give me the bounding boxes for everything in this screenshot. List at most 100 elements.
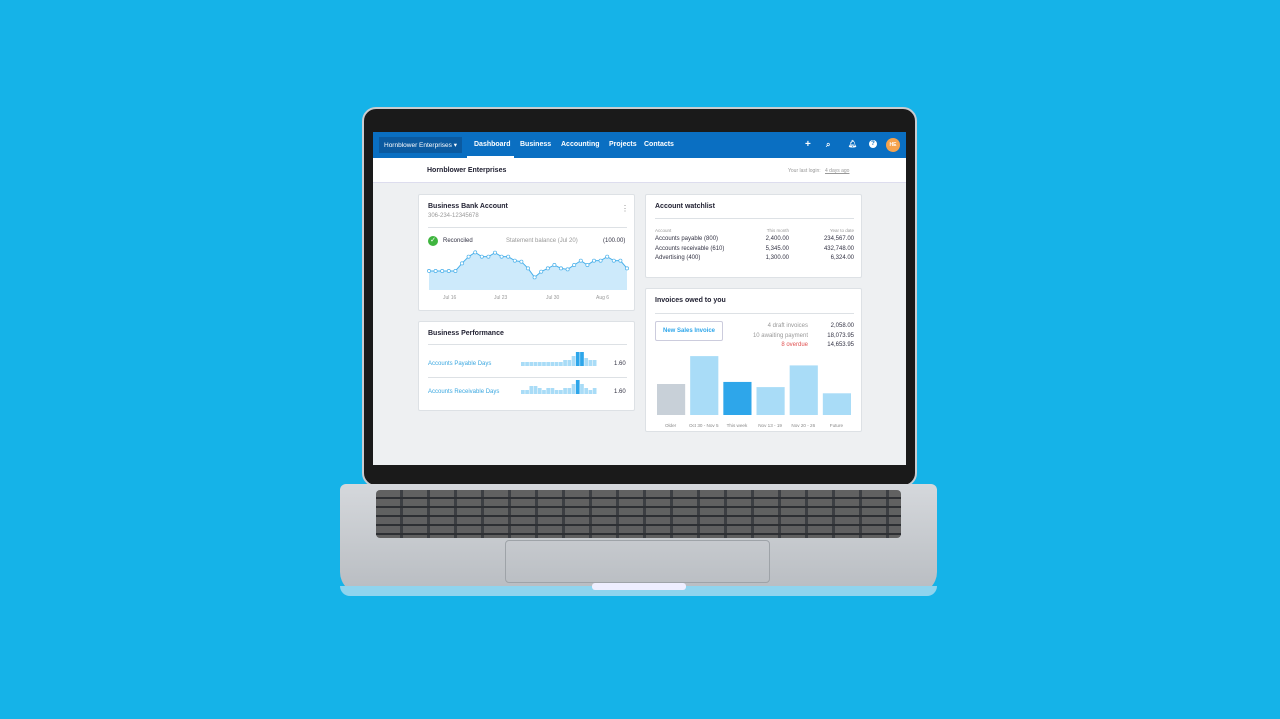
nav-accounting[interactable]: Accounting xyxy=(561,141,600,148)
balance-point xyxy=(565,267,570,272)
invoice-summary-row[interactable]: 4 draft invoices 2,058.00 xyxy=(741,322,854,332)
watchlist-card: Account watchlist Account This month Year … xyxy=(645,194,862,278)
invoice-bar[interactable] xyxy=(690,356,719,415)
spark-bar xyxy=(559,362,563,366)
balance-point xyxy=(519,259,524,264)
spark-bar xyxy=(550,388,555,394)
balance-point xyxy=(473,250,478,255)
top-nav: Hornblower Enterprises ▾ Dashboard Busin… xyxy=(373,132,906,158)
statement-value: (100.00) xyxy=(603,238,626,244)
receivable-days-link[interactable]: Accounts Receivable Days xyxy=(428,389,500,395)
balance-point xyxy=(552,263,557,267)
spark-bar xyxy=(588,360,593,366)
performance-title: Business Performance xyxy=(428,330,504,337)
spark-bar xyxy=(542,390,546,394)
bar-label: Older xyxy=(665,423,677,428)
spark-bar xyxy=(588,390,593,394)
col-header: This month xyxy=(766,228,789,233)
invoices-bar-chart: Older Oct 30 - Nov 5 This week Nov 13 - 19 N… xyxy=(657,356,851,428)
x-label: Jul 16 xyxy=(443,295,457,301)
spark-bar xyxy=(563,360,567,366)
keyboard-rows xyxy=(376,490,901,538)
bank-balance-chart xyxy=(427,250,629,290)
spark-bar xyxy=(584,358,589,366)
invoice-bar[interactable] xyxy=(723,381,752,415)
year-to-date: 432,748.00 xyxy=(823,245,854,252)
summary-value: 18,073.95 xyxy=(827,332,854,339)
divider xyxy=(428,344,627,345)
this-month: 2,400.00 xyxy=(765,236,789,242)
spark-bar xyxy=(580,352,584,366)
receivable-days-value: 1.60 xyxy=(614,389,626,395)
laptop-edge xyxy=(340,586,937,596)
invoice-summary-row[interactable]: 8 overdue 14,653.95 xyxy=(741,341,854,351)
col-header: Account xyxy=(655,228,672,233)
bar-label: Nov 13 - 19 xyxy=(758,423,782,428)
summary-label: 10 awaiting payment xyxy=(752,332,808,339)
balance-point xyxy=(453,269,458,273)
spark-bar xyxy=(546,388,551,394)
divider xyxy=(655,218,854,219)
bell-icon[interactable]: 🔔︎ xyxy=(848,141,857,148)
spark-bar xyxy=(533,386,538,394)
table-row[interactable]: Accounts receivable (610) 5,345.00 432,748… xyxy=(655,245,854,255)
spark-bar xyxy=(584,388,589,394)
last-login-link[interactable]: 4 days ago xyxy=(825,168,850,174)
balance-point xyxy=(526,266,530,271)
spark-bar xyxy=(546,362,551,366)
payable-days-link[interactable]: Accounts Payable Days xyxy=(428,361,492,367)
balance-point xyxy=(618,258,623,263)
invoice-summary: 4 draft invoices 2,058.00 10 awaiting paym… xyxy=(741,322,854,351)
spark-bar xyxy=(529,362,534,366)
spark-bar xyxy=(554,362,559,366)
balance-point xyxy=(539,269,544,274)
statement-label: Statement balance (Jul 20) xyxy=(506,238,578,244)
nav-contacts[interactable]: Contacts xyxy=(644,141,674,148)
spark-bar xyxy=(563,388,567,394)
nav-projects[interactable]: Projects xyxy=(609,141,637,148)
spark-bar xyxy=(571,384,576,394)
spark-bar xyxy=(554,390,559,394)
balance-point xyxy=(578,258,583,263)
org-switcher[interactable]: Hornblower Enterprises ▾ xyxy=(379,137,462,153)
spark-bar xyxy=(592,360,597,366)
invoice-summary-row[interactable]: 10 awaiting payment 18,073.95 xyxy=(741,332,854,342)
spark-bar xyxy=(567,360,572,366)
search-icon[interactable]: ⌕ xyxy=(826,140,831,149)
invoice-bar[interactable] xyxy=(822,393,851,415)
help-icon[interactable]: ? xyxy=(869,140,877,148)
balance-point xyxy=(486,254,491,259)
spark-bar xyxy=(567,388,572,394)
invoice-bar[interactable] xyxy=(789,365,818,415)
spark-bar xyxy=(559,390,563,394)
nav-business[interactable]: Business xyxy=(520,141,552,148)
nav-dashboard[interactable]: Dashboard xyxy=(474,141,511,148)
divider xyxy=(655,313,854,314)
page-title: Hornblower Enterprises xyxy=(427,167,507,174)
avatar[interactable]: HE xyxy=(886,138,900,152)
spark-bar xyxy=(542,362,546,366)
plus-icon[interactable]: + xyxy=(805,139,811,150)
receivable-days-sparkbars xyxy=(521,380,597,394)
year-to-date: 234,567.00 xyxy=(823,236,854,242)
spark-bar xyxy=(533,362,538,366)
this-month: 1,300.00 xyxy=(765,255,789,261)
new-sales-invoice-button[interactable]: New Sales Invoice xyxy=(655,321,723,341)
spark-bar xyxy=(521,362,525,366)
balance-point xyxy=(592,258,596,263)
table-row[interactable]: Accounts payable (800) 2,400.00 234,567.00 xyxy=(655,235,854,245)
balance-point xyxy=(433,269,438,273)
account-name: Accounts payable (800) xyxy=(655,236,719,242)
invoice-bar[interactable] xyxy=(756,387,785,415)
bar-label: Future xyxy=(830,423,844,428)
balance-point xyxy=(559,266,563,271)
reconciled-status: Reconciled xyxy=(443,238,473,244)
balance-point xyxy=(598,258,603,263)
balance-point xyxy=(512,258,517,263)
summary-label: 8 overdue xyxy=(781,342,808,348)
account-name: Advertising (400) xyxy=(655,255,701,261)
table-row[interactable]: Advertising (400) 1,300.00 6,324.00 xyxy=(655,254,854,264)
more-menu-icon[interactable]: ⋮ xyxy=(621,204,629,213)
spark-bar xyxy=(521,390,525,394)
invoice-bar[interactable] xyxy=(657,384,686,415)
